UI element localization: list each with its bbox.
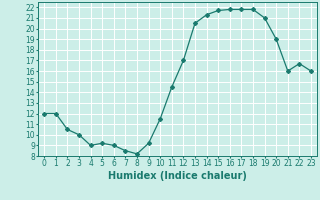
X-axis label: Humidex (Indice chaleur): Humidex (Indice chaleur) xyxy=(108,171,247,181)
